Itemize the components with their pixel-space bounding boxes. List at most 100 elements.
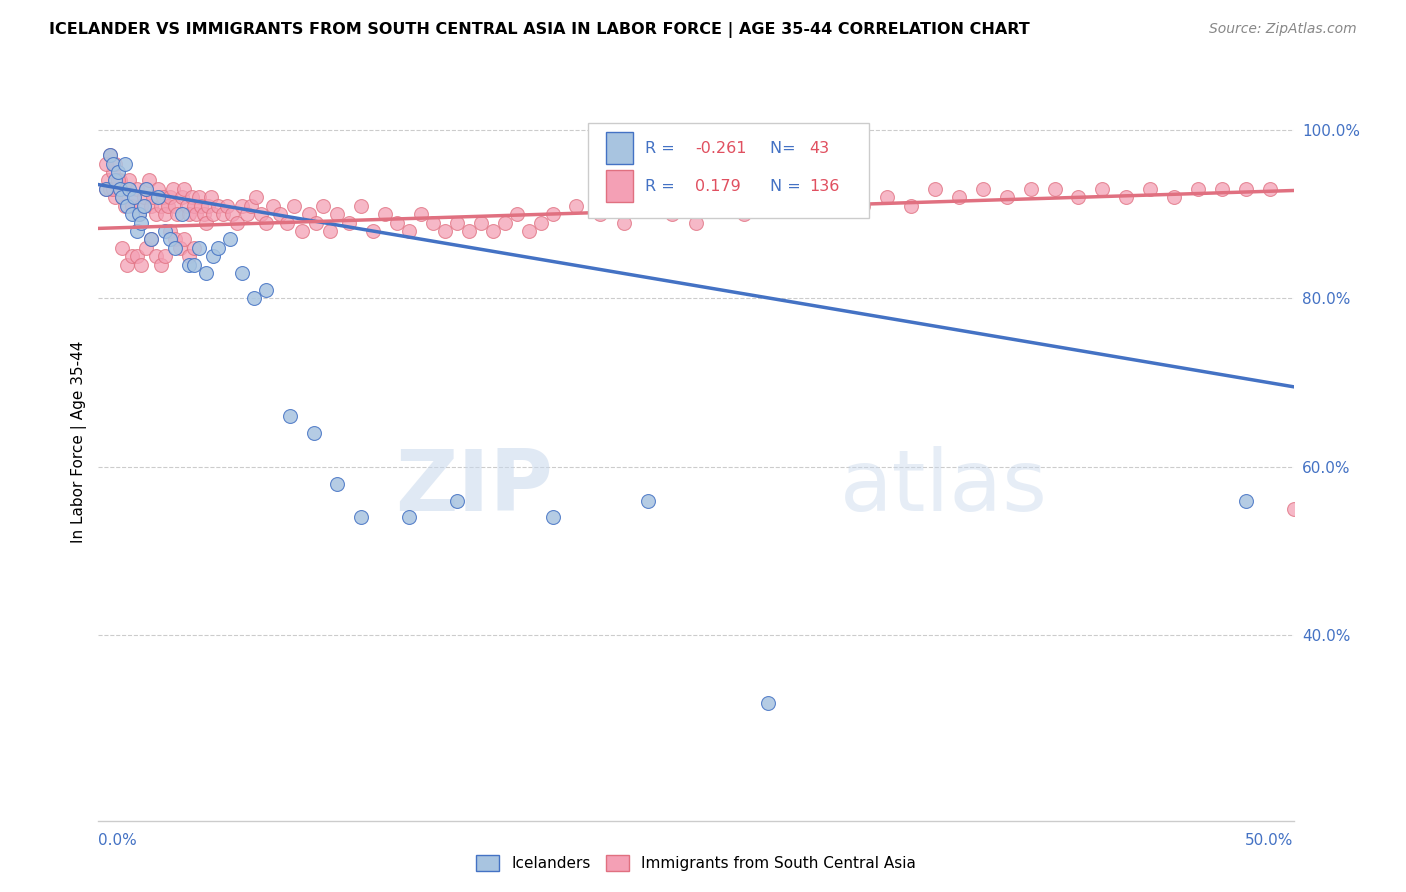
Point <box>124 190 146 204</box>
Point <box>541 207 564 221</box>
Point <box>195 266 218 280</box>
Point <box>124 190 146 204</box>
Point <box>202 249 225 263</box>
Point <box>374 207 396 221</box>
Point <box>138 173 160 187</box>
Point <box>155 249 177 263</box>
Point <box>107 173 129 187</box>
Point <box>180 190 202 204</box>
Point <box>173 232 195 246</box>
Point <box>828 190 851 204</box>
Point <box>276 215 298 229</box>
Point <box>159 190 181 204</box>
Point <box>876 190 898 204</box>
Point <box>163 232 186 246</box>
Point <box>111 241 134 255</box>
Text: -0.261: -0.261 <box>695 141 747 155</box>
Text: ZIP: ZIP <box>395 445 553 529</box>
Point <box>517 224 540 238</box>
Point <box>156 199 179 213</box>
Point <box>202 207 225 221</box>
Point <box>709 199 731 213</box>
Point <box>108 173 131 187</box>
Point <box>179 258 201 272</box>
Point <box>1019 182 1042 196</box>
Point <box>200 190 222 204</box>
Point <box>339 215 361 229</box>
Point <box>97 173 120 187</box>
Point <box>1258 182 1281 196</box>
Point <box>186 207 208 221</box>
Point <box>1211 182 1233 196</box>
Point <box>319 224 342 238</box>
Point <box>494 215 516 229</box>
Point <box>1139 182 1161 196</box>
Point <box>155 224 177 238</box>
Point <box>221 207 243 221</box>
Point <box>1091 182 1114 196</box>
Point <box>197 199 219 213</box>
Point <box>187 241 209 255</box>
Point <box>1043 182 1066 196</box>
Point <box>458 224 481 238</box>
Point <box>98 182 122 196</box>
Point <box>163 199 186 213</box>
Point <box>173 182 195 196</box>
Point <box>190 199 212 213</box>
Point <box>245 190 267 204</box>
Point <box>104 173 127 187</box>
Point <box>142 190 165 204</box>
Point <box>148 190 170 204</box>
Text: R =: R = <box>644 141 679 155</box>
Point <box>530 215 553 229</box>
Text: 0.0%: 0.0% <box>98 833 138 848</box>
Point <box>139 232 162 246</box>
Point <box>125 182 148 196</box>
Point <box>541 510 564 524</box>
Point <box>254 283 277 297</box>
Point <box>924 182 946 196</box>
Point <box>131 258 153 272</box>
Point <box>125 224 148 238</box>
FancyBboxPatch shape <box>606 170 633 202</box>
Point <box>131 199 153 213</box>
Point <box>1234 493 1257 508</box>
Point <box>207 199 229 213</box>
Point <box>187 190 209 204</box>
Text: 0.179: 0.179 <box>695 178 741 194</box>
Point <box>350 510 373 524</box>
Point <box>195 215 218 229</box>
Point <box>183 258 205 272</box>
Point <box>1163 190 1185 204</box>
Point <box>685 215 707 229</box>
Point <box>107 182 129 196</box>
Point <box>250 207 273 221</box>
Point <box>481 224 505 238</box>
Point <box>135 182 157 196</box>
Point <box>114 156 136 170</box>
Point <box>1115 190 1137 204</box>
Point <box>948 190 970 204</box>
Text: Source: ZipAtlas.com: Source: ZipAtlas.com <box>1209 22 1357 37</box>
Point <box>565 199 588 213</box>
Point <box>235 207 257 221</box>
Point <box>193 207 215 221</box>
Point <box>162 182 184 196</box>
Text: ICELANDER VS IMMIGRANTS FROM SOUTH CENTRAL ASIA IN LABOR FORCE | AGE 35-44 CORRE: ICELANDER VS IMMIGRANTS FROM SOUTH CENTR… <box>49 22 1031 38</box>
Point <box>363 224 385 238</box>
Point <box>446 493 468 508</box>
Point <box>240 199 263 213</box>
Point <box>231 266 253 280</box>
Point <box>169 241 191 255</box>
Y-axis label: In Labor Force | Age 35-44: In Labor Force | Age 35-44 <box>72 341 87 542</box>
Point <box>326 476 349 491</box>
Point <box>149 199 172 213</box>
Point <box>159 224 181 238</box>
Point <box>733 207 755 221</box>
Point <box>278 409 301 424</box>
Point <box>166 207 188 221</box>
Point <box>135 182 157 196</box>
Point <box>131 215 153 229</box>
FancyBboxPatch shape <box>606 132 633 164</box>
FancyBboxPatch shape <box>589 123 869 218</box>
